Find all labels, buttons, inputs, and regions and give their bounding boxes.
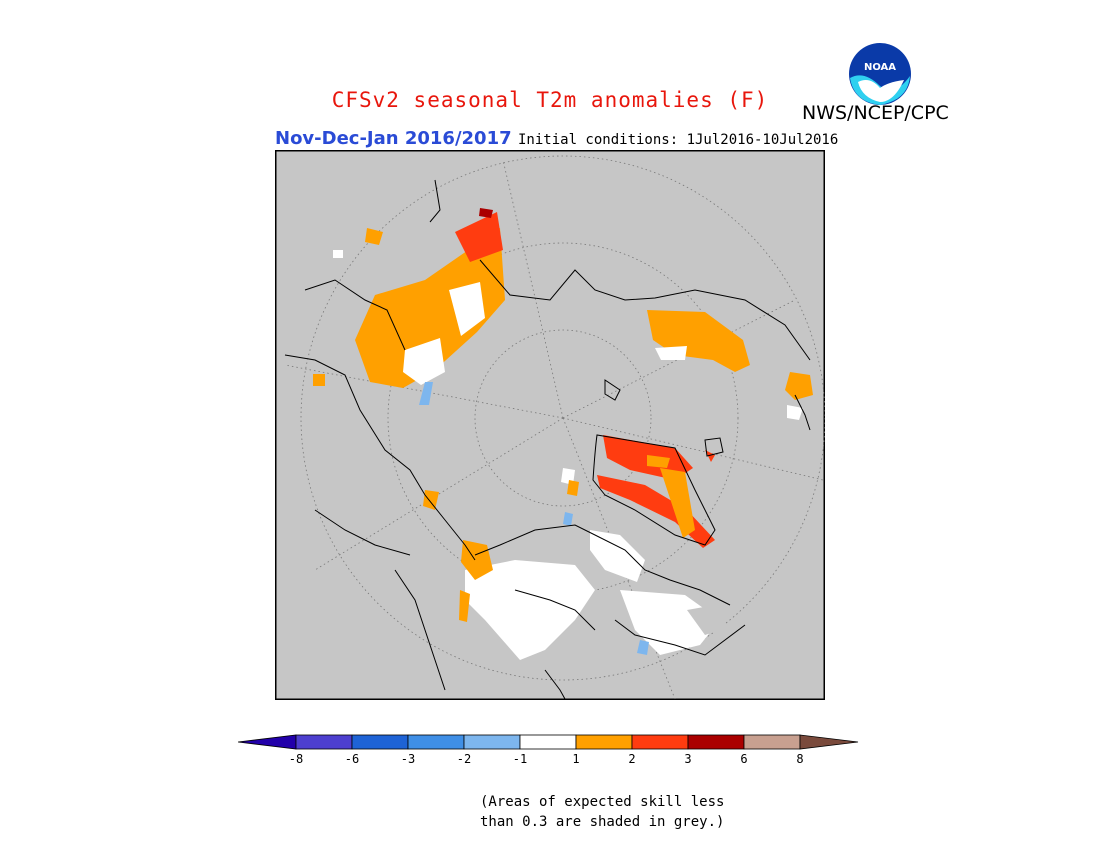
colorbar-tick: 6	[740, 752, 748, 766]
agency-label: NWS/NCEP/CPC	[802, 102, 949, 124]
skill-note-line: (Areas of expected skill less	[480, 794, 725, 810]
noaa-logo: NOAA	[849, 43, 911, 105]
colorbar-tick: 8	[796, 752, 804, 766]
region-europe	[647, 310, 813, 420]
svg-text:NOAA: NOAA	[864, 62, 896, 73]
chart-title: CFSv2 seasonal T2m anomalies (F)	[331, 88, 769, 112]
graticule	[284, 155, 825, 700]
initial-conditions: Initial conditions: 1Jul2016-10Jul2016	[518, 132, 839, 148]
colorbar-bin	[687, 734, 745, 750]
colorbar-tick: -6	[344, 752, 360, 766]
colorbar	[238, 734, 859, 750]
colorbar-bin	[575, 734, 633, 750]
colorbar-tick: -1	[512, 752, 528, 766]
polar-map	[275, 150, 825, 700]
colorbar-bin	[519, 734, 577, 750]
region-north-america	[423, 468, 727, 660]
colorbar-bin	[463, 734, 521, 750]
skill-note-line: than 0.3 are shaded in grey.)	[480, 814, 725, 830]
colorbar-tick: -2	[456, 752, 472, 766]
colorbar-bin	[351, 734, 409, 750]
colorbar-bin	[631, 734, 689, 750]
colorbar-tick: 3	[684, 752, 692, 766]
region-asia	[313, 208, 505, 405]
colorbar-bin	[743, 734, 801, 750]
forecast-period: Nov-Dec-Jan 2016/2017	[275, 128, 512, 149]
colorbar-tick: 1	[572, 752, 580, 766]
colorbar-bin	[407, 734, 465, 750]
region-greenland	[597, 435, 715, 548]
colorbar-high-arrow	[799, 734, 859, 750]
colorbar-tick: 2	[628, 752, 636, 766]
coastlines	[284, 179, 811, 700]
colorbar-tick: -3	[400, 752, 416, 766]
colorbar-bin	[295, 734, 353, 750]
colorbar-tick: -8	[288, 752, 304, 766]
skill-note: (Areas of expected skill less than 0.3 a…	[480, 792, 724, 832]
colorbar-low-arrow	[238, 734, 297, 750]
